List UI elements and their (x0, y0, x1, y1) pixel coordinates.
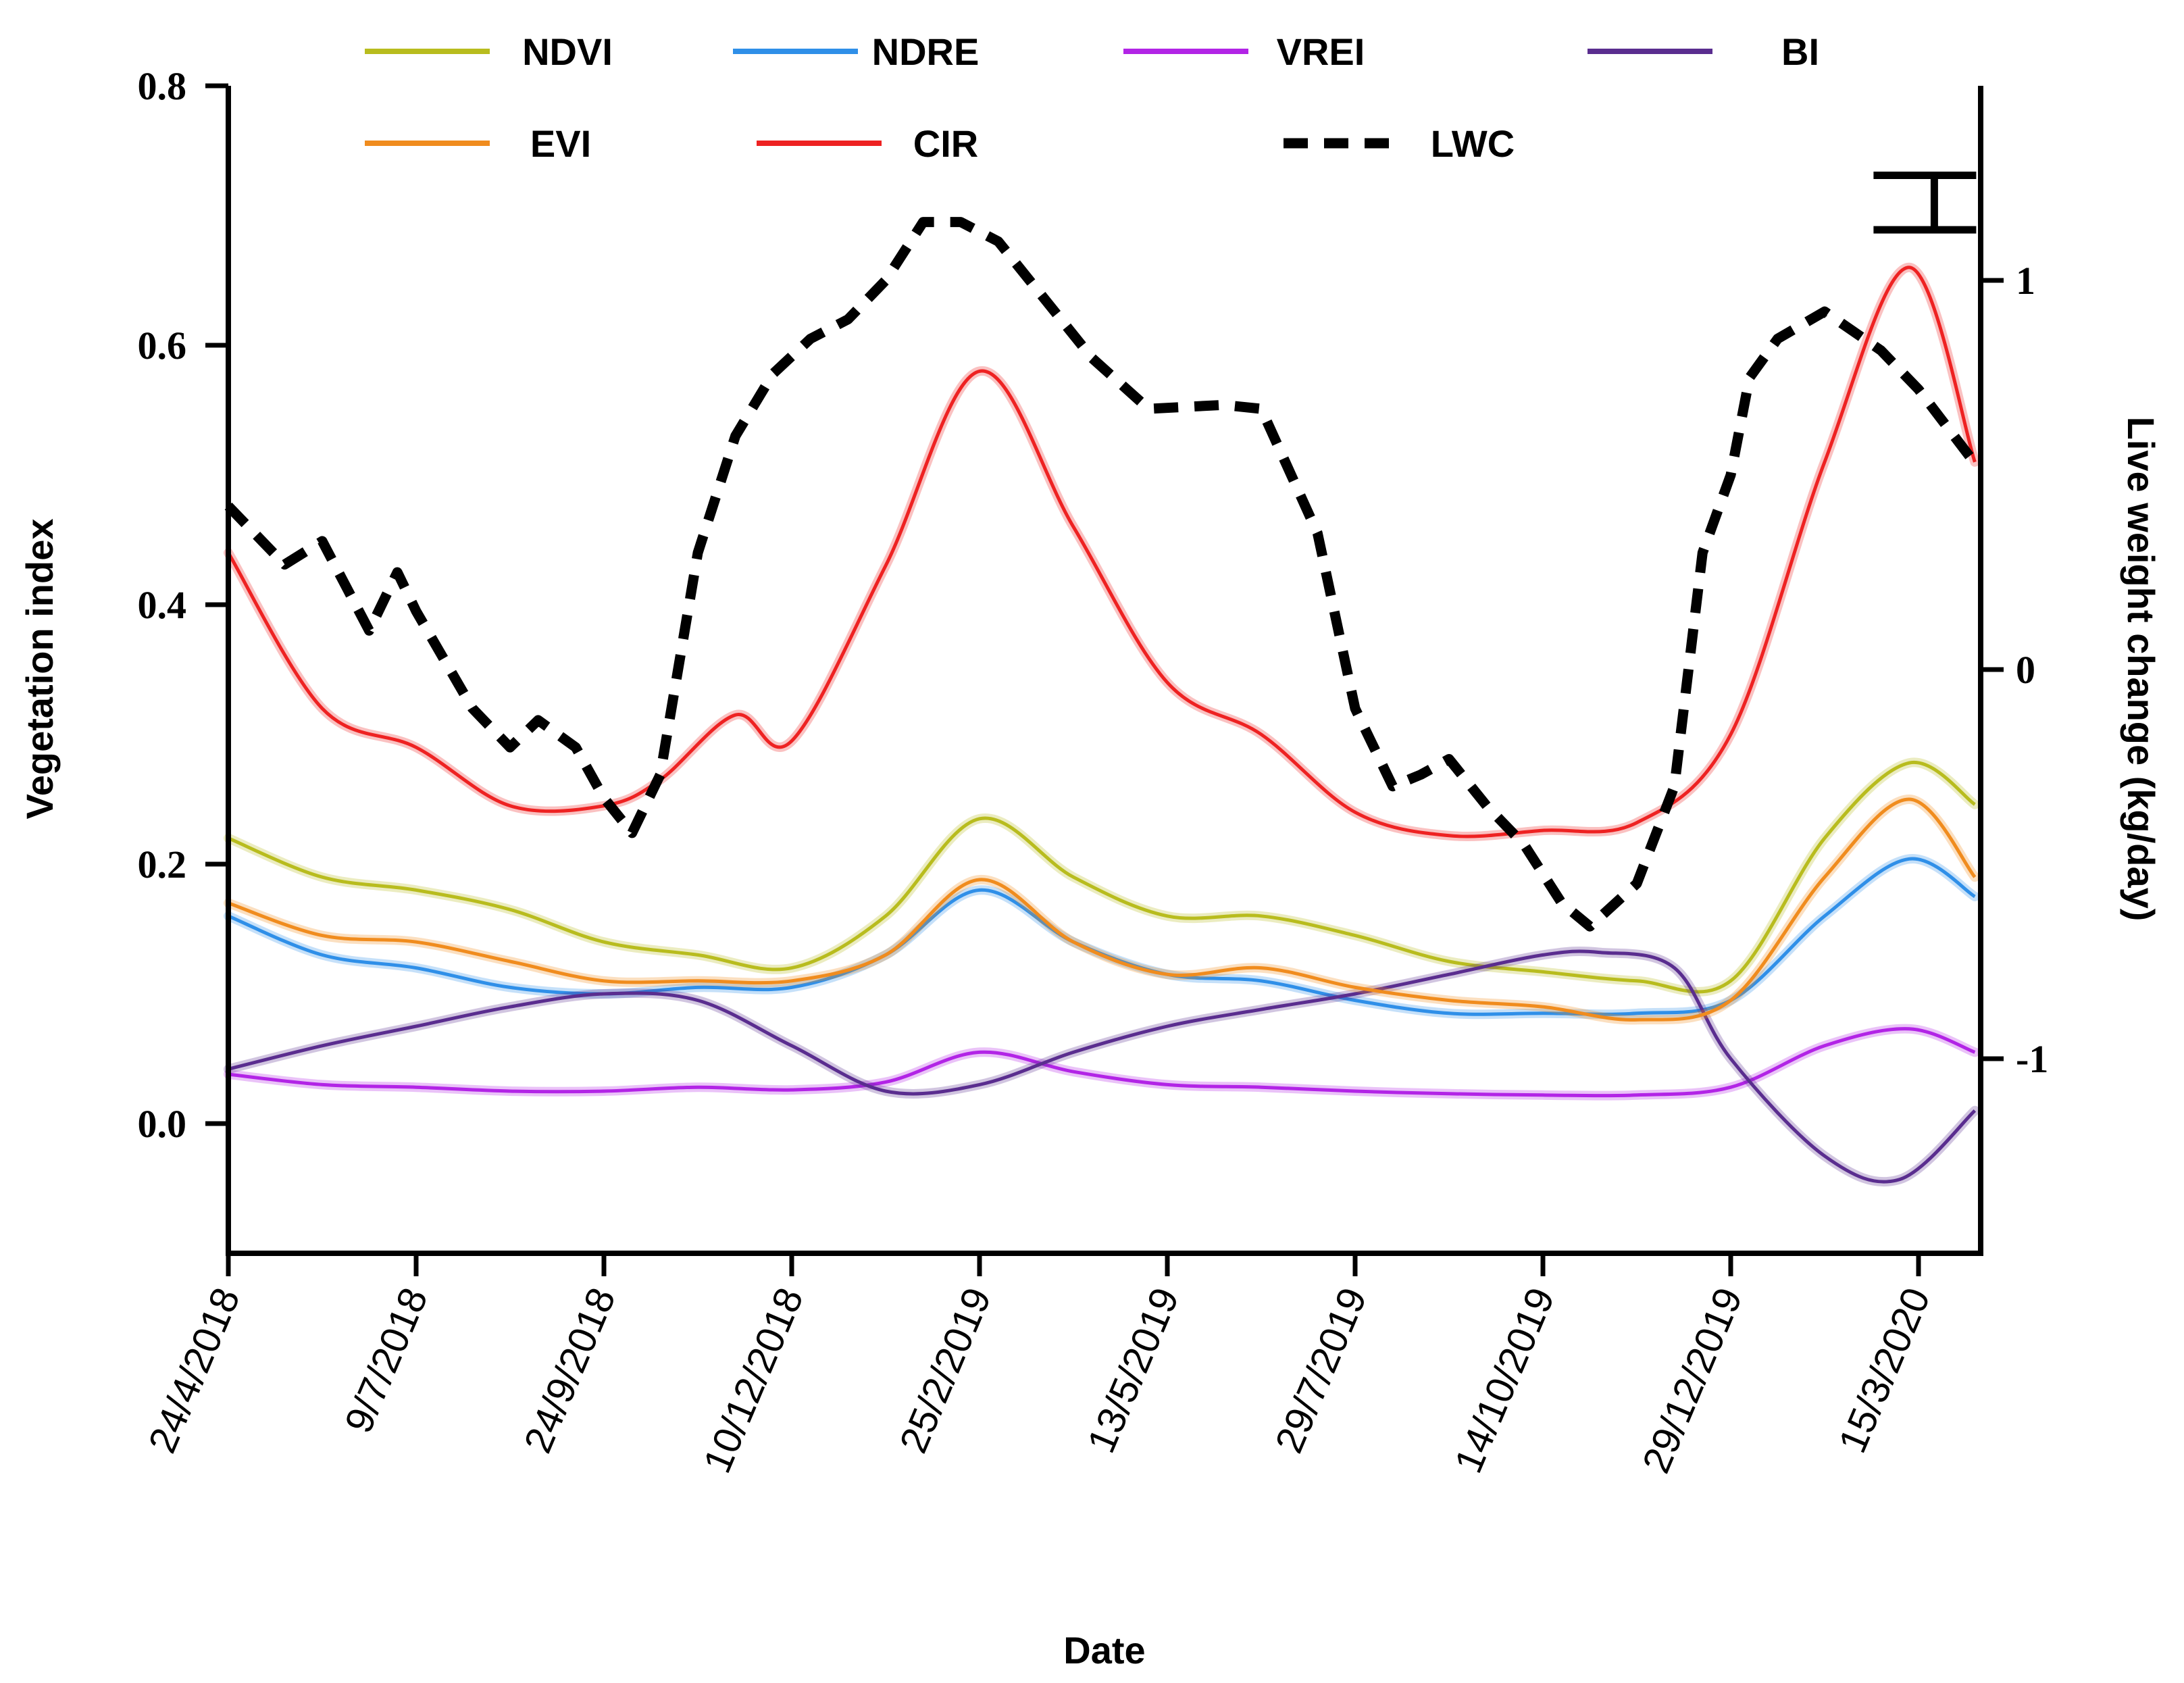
legend-label-ndre: NDRE (872, 30, 980, 73)
series-evi-line (228, 797, 1977, 1022)
y-tick-label: 0.2 (138, 843, 187, 886)
x-tick-label: 10/12/2018 (695, 1282, 812, 1480)
series-lwc-line (224, 217, 1979, 932)
x-tick-label: 14/10/2019 (1446, 1282, 1563, 1480)
y-tick-label: 0.8 (138, 64, 187, 108)
series-cir-halo (224, 262, 1980, 841)
series-ndvi-line (228, 760, 1976, 994)
legend-label-lwc: LWC (1431, 122, 1515, 165)
x-tick-label: 24/9/2018 (515, 1282, 624, 1459)
y-tick-label: 0.4 (138, 583, 187, 627)
legend-label-evi: EVI (530, 122, 591, 165)
y2-tick-label: 1 (2016, 259, 2035, 303)
legend-label-bi: BI (1781, 30, 1819, 73)
legend: NDVI NDRE VREI BI EVI CIR LWC (365, 30, 1819, 165)
x-tick-label: 29/7/2019 (1267, 1282, 1375, 1459)
legend-label-cir: CIR (913, 122, 978, 165)
y2-tick-label: -1 (2016, 1037, 2048, 1081)
x-tick-label: 24/4/2018 (140, 1282, 249, 1459)
y-axis-title: Vegetation index (18, 519, 61, 820)
y-tick-label: 0.0 (138, 1102, 187, 1146)
x-tick-label: 15/3/2020 (1830, 1282, 1939, 1459)
y2-tick-label: 0 (2016, 648, 2035, 692)
plot-area (224, 171, 1980, 1187)
y-tick-label: 0.6 (138, 324, 187, 368)
series-bi-line (228, 949, 1977, 1184)
series-cir-line (226, 266, 1977, 838)
y2-axis-title: Live weight change (kg/day) (2120, 417, 2162, 922)
series-vrei-line (228, 1027, 1976, 1098)
legend-label-ndvi: NDVI (522, 30, 613, 73)
x-axis-title: Date (1063, 1629, 1145, 1672)
legend-label-vrei: VREI (1277, 30, 1365, 73)
x-tick-label: 25/2/2019 (891, 1282, 1000, 1459)
x-tick-label: 9/7/2018 (336, 1282, 436, 1439)
x-tick-label: 29/12/2019 (1634, 1282, 1751, 1480)
ticks: 0.8 0.6 0.4 0.2 0.0 1 0 -1 24/4/2018 9/7/2018 24/9… (138, 64, 2049, 1479)
x-tick-label: 13/5/2019 (1079, 1282, 1188, 1459)
